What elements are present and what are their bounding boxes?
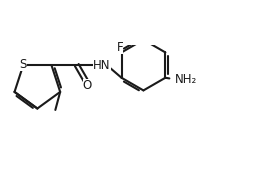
Text: F: F <box>117 41 123 54</box>
Text: S: S <box>20 58 27 71</box>
Text: HN: HN <box>93 59 111 72</box>
Text: O: O <box>83 79 92 92</box>
Text: NH₂: NH₂ <box>175 73 197 86</box>
